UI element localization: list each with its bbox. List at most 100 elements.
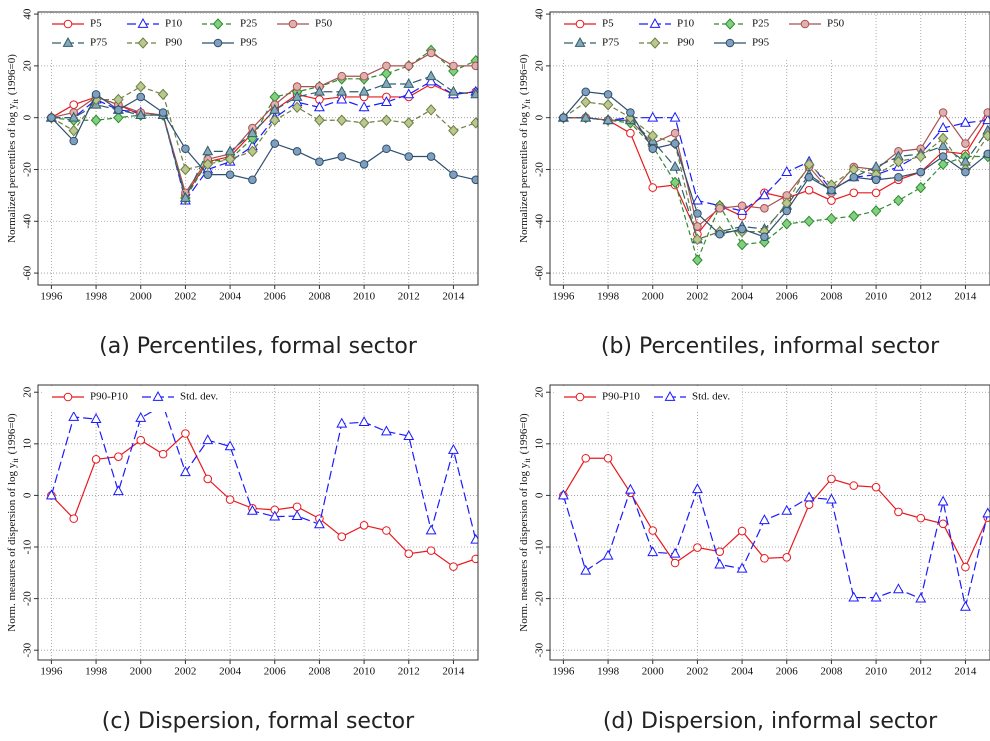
- x-tick-label: 2014: [442, 666, 465, 678]
- marker: [90, 413, 102, 423]
- y-axis-label-text: (1996=0): [518, 413, 530, 454]
- marker: [291, 90, 303, 101]
- marker: [938, 108, 948, 117]
- marker: [269, 114, 281, 127]
- marker: [114, 105, 123, 115]
- marker: [781, 504, 793, 515]
- marker: [669, 547, 681, 558]
- marker: [336, 114, 348, 127]
- x-tick-label: 2010: [865, 666, 888, 678]
- marker: [574, 36, 586, 47]
- marker: [313, 101, 325, 112]
- marker: [803, 215, 815, 228]
- marker: [292, 82, 302, 91]
- x-tick-label: 2012: [398, 666, 420, 678]
- marker: [69, 514, 79, 523]
- marker: [581, 87, 591, 97]
- marker: [982, 507, 990, 518]
- marker: [269, 103, 281, 114]
- marker: [827, 185, 836, 195]
- x-tick-label: 2004: [731, 666, 754, 678]
- y-tick-label: -20: [22, 162, 34, 177]
- marker: [894, 507, 903, 517]
- marker: [575, 392, 585, 402]
- marker: [602, 549, 614, 560]
- marker: [804, 172, 814, 182]
- marker: [849, 172, 859, 182]
- marker: [448, 124, 459, 137]
- x-tick-label: 2014: [954, 666, 977, 678]
- y-axis-label: Norm. measures of dispersion of log yit (…: [6, 413, 21, 632]
- marker: [782, 553, 792, 562]
- marker: [291, 510, 303, 520]
- marker: [937, 158, 949, 171]
- y-tick-label: 20: [22, 386, 34, 398]
- marker: [938, 152, 948, 161]
- marker: [225, 170, 235, 179]
- marker: [137, 17, 149, 28]
- legend-label: Std. dev.: [692, 391, 730, 403]
- x-tick-label: 2012: [398, 291, 420, 303]
- x-tick-label: 2002: [686, 666, 708, 678]
- marker: [403, 117, 415, 129]
- marker: [580, 111, 592, 122]
- marker: [181, 429, 190, 438]
- series-line: [50, 432, 476, 568]
- legend-label: P90-P10: [90, 391, 128, 403]
- marker: [336, 93, 348, 104]
- marker: [737, 526, 747, 536]
- marker: [68, 124, 80, 137]
- series-line: [50, 404, 477, 540]
- marker: [359, 159, 369, 169]
- marker: [626, 128, 635, 138]
- marker: [152, 390, 164, 401]
- caption: (b) Percentiles, informal sector: [601, 334, 940, 359]
- marker: [203, 474, 213, 484]
- x-tick-label: 2014: [442, 291, 465, 303]
- marker: [179, 466, 191, 477]
- marker: [736, 238, 748, 251]
- y-tick-label: -10: [22, 539, 34, 554]
- marker: [358, 85, 370, 96]
- marker: [157, 88, 169, 101]
- marker: [736, 204, 748, 215]
- marker: [471, 61, 478, 71]
- marker: [449, 170, 458, 179]
- marker: [737, 224, 747, 234]
- legend-label: P90: [677, 37, 695, 49]
- x-tick-label: 2014: [954, 291, 977, 303]
- y-axis-label-sub: it: [11, 458, 20, 463]
- marker: [693, 543, 702, 552]
- marker: [916, 167, 926, 177]
- plot-data: [45, 44, 478, 205]
- marker: [380, 77, 392, 88]
- marker: [136, 435, 146, 445]
- marker: [137, 37, 149, 49]
- marker: [724, 18, 736, 30]
- marker: [916, 513, 926, 523]
- marker: [425, 104, 437, 116]
- marker: [358, 101, 370, 112]
- marker: [203, 170, 213, 179]
- x-tick-label: 1996: [40, 666, 63, 678]
- marker: [647, 546, 659, 557]
- series-line: [563, 101, 989, 241]
- marker: [937, 121, 949, 132]
- x-tick-label: 2000: [130, 291, 153, 303]
- marker: [291, 101, 303, 114]
- marker: [961, 139, 970, 148]
- marker: [982, 114, 990, 125]
- panel: 1996 1998 2000 2002 2004 2006 2008 2010 2012 2014…: [518, 8, 990, 303]
- marker: [915, 150, 927, 163]
- marker: [693, 222, 702, 231]
- marker: [337, 71, 347, 81]
- legend-label: P25: [240, 18, 258, 30]
- marker: [626, 108, 635, 117]
- plot-frame: [549, 384, 990, 661]
- marker: [225, 495, 235, 504]
- marker: [870, 591, 882, 602]
- legend-label: P50: [315, 18, 333, 30]
- marker: [292, 502, 302, 512]
- marker: [961, 562, 970, 572]
